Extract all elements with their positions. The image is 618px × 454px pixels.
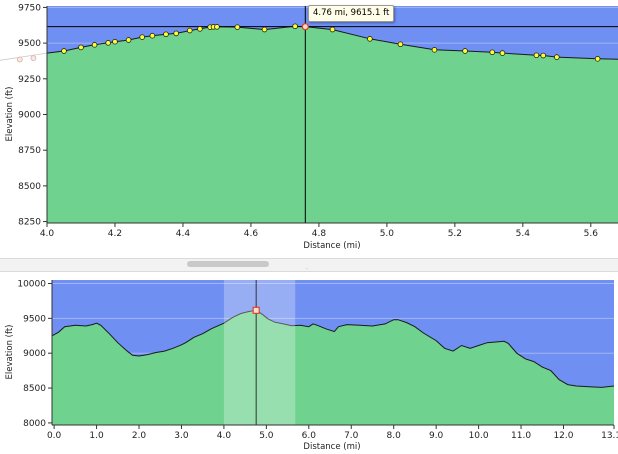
x-tick-label: 4.2 (108, 229, 122, 239)
zoom-selection-window[interactable] (223, 280, 296, 425)
x-tick-label: 4.8 (312, 229, 327, 239)
y-tick-label: 10000 (17, 279, 46, 289)
track-point[interactable] (261, 26, 268, 33)
overview-x-axis-label: Distance (mi) (303, 442, 360, 452)
splitter-grip-icon[interactable]: · (306, 266, 308, 273)
x-tick-label: 2.0 (132, 431, 147, 441)
x-tick-label: 11.0 (511, 431, 531, 441)
x-tick-label: 5.0 (380, 229, 395, 239)
x-tick-label: 4.4 (176, 229, 191, 239)
point-tooltip: 4.76 mi, 9615.1 ft (308, 5, 395, 22)
y-tick-label: 8250 (18, 218, 41, 228)
y-tick-label: 9000 (18, 111, 41, 121)
y-tick-label: 9000 (23, 349, 46, 359)
track-point[interactable] (397, 41, 404, 48)
y-tick-label: 8000 (23, 419, 46, 429)
panel-divider[interactable]: · (0, 258, 618, 273)
x-tick-label: 8.0 (387, 431, 402, 441)
x-tick-label: 4.0 (217, 431, 232, 441)
track-point[interactable] (186, 27, 193, 34)
track-point[interactable] (91, 42, 98, 48)
track-point[interactable] (139, 34, 145, 40)
track-point[interactable] (554, 54, 560, 60)
selected-point-marker[interactable] (301, 23, 309, 31)
track-point[interactable] (112, 38, 118, 45)
track-point[interactable] (234, 24, 241, 30)
out-of-range-points (0, 52, 48, 63)
x-tick-label: 6.0 (302, 431, 317, 441)
x-tick-label: 5.4 (516, 229, 531, 239)
top-y-axis: 8250 8500 8750 9000 9250 9500 9750 (18, 3, 48, 228)
overview-elevation-area (52, 310, 614, 425)
track-point[interactable] (125, 37, 132, 43)
x-tick-label: 0.0 (47, 431, 62, 441)
y-tick-label: 8750 (18, 146, 41, 156)
track-point[interactable] (533, 52, 540, 59)
x-tick-label: 1.0 (89, 431, 104, 441)
y-tick-label: 9750 (18, 3, 41, 13)
x-tick-label: 12.0 (553, 431, 573, 441)
x-tick-label: 13.19 (601, 431, 618, 441)
top-elevation-area (47, 26, 618, 223)
track-point[interactable] (61, 48, 67, 54)
overview-elevation-line (51, 309, 615, 388)
out-of-range-line (0, 52, 48, 61)
horizontal-scrollbar-thumb[interactable] (187, 261, 269, 267)
top-x-axis-label: Distance (mi) (303, 241, 360, 251)
top-y-axis-label: Elevation (ft) (5, 87, 15, 142)
y-tick-label: 9500 (18, 39, 41, 49)
track-point[interactable] (329, 26, 336, 33)
track-point[interactable] (462, 48, 468, 54)
x-tick-label: 4.6 (244, 229, 259, 239)
overview-position-marker[interactable] (252, 306, 260, 314)
x-tick-label: 3.0 (174, 431, 189, 441)
track-point[interactable] (367, 36, 373, 42)
out-of-range-point (30, 55, 37, 62)
x-tick-label: 10.0 (469, 431, 489, 441)
track-point[interactable] (540, 52, 547, 59)
overview-y-axis: 8000 8500 9000 9500 10000 (17, 279, 53, 429)
track-point[interactable] (292, 23, 298, 30)
y-tick-label: 8500 (23, 384, 46, 394)
track-point[interactable] (214, 24, 220, 30)
track-point[interactable] (173, 30, 179, 37)
y-tick-label: 8500 (18, 182, 41, 192)
overview-elevation-chart[interactable]: 8000 8500 9000 9500 10000 0.0 1.0 2.0 3.0 4.0 5.0… (0, 272, 618, 454)
x-tick-label: 5.6 (584, 229, 599, 239)
x-tick-label: 9.0 (429, 431, 444, 441)
track-point[interactable] (499, 50, 506, 56)
top-x-axis: 4.0 4.2 4.4 4.6 4.8 5.0 5.2 5.4 5.6 (40, 222, 618, 239)
overview-y-axis-label: Elevation (ft) (5, 325, 15, 380)
overview-x-axis: 0.0 1.0 2.0 3.0 4.0 5.0 6.0 7.0 8.0 9.0 10.0 11.0 12… (47, 424, 618, 441)
track-point[interactable] (489, 49, 496, 56)
x-tick-label: 4.0 (40, 229, 55, 239)
track-point-markers (61, 23, 601, 62)
track-point[interactable] (163, 31, 169, 38)
y-tick-label: 9250 (18, 75, 41, 85)
track-point[interactable] (594, 56, 601, 62)
x-tick-label: 5.0 (259, 431, 274, 441)
track-point[interactable] (105, 40, 111, 46)
x-tick-label: 5.2 (448, 229, 462, 239)
track-point[interactable] (431, 47, 438, 53)
track-point[interactable] (78, 44, 84, 51)
y-tick-label: 9500 (23, 314, 46, 324)
track-point[interactable] (149, 32, 156, 39)
track-point[interactable] (197, 26, 203, 32)
x-tick-label: 7.0 (344, 431, 359, 441)
